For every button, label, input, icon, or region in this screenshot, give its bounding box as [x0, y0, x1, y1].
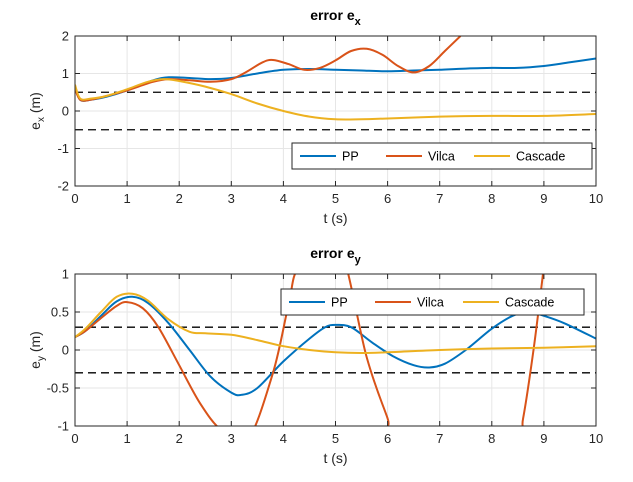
x-tick-label: 8 [488, 431, 495, 446]
x-tick-label: 3 [228, 431, 235, 446]
x-tick-label: 9 [540, 431, 547, 446]
legend: PP Vilca Cascade [280, 288, 585, 316]
chart-title-main: error e [310, 7, 355, 23]
y-tick-label: 1 [62, 66, 69, 81]
x-tick-label: 10 [589, 191, 603, 206]
chart-title-sub: x [355, 16, 362, 28]
chart-title-sub: y [355, 254, 362, 266]
y-tick-label: -2 [57, 179, 69, 194]
legend-box [280, 288, 585, 316]
x-tick-label: 5 [332, 431, 339, 446]
y-axis-label-sub: x [36, 117, 47, 122]
legend: PP Vilca Cascade [291, 142, 593, 170]
legend-label-vilca: Vilca [417, 296, 444, 310]
y-axis-label-main: e [27, 122, 43, 130]
y-tick-label: 0.5 [51, 305, 69, 320]
series-line-vilca [75, 36, 462, 102]
x-tick-label: 5 [332, 191, 339, 206]
y-tick-label: -1 [57, 419, 69, 434]
series-line-cascade [75, 292, 596, 354]
x-tick-label: 1 [123, 191, 130, 206]
series-group [75, 36, 596, 121]
legend-box [291, 142, 593, 170]
chart-title: error ex [310, 7, 361, 28]
y-tick-label: 2 [62, 29, 69, 44]
y-axis-label-unit: (m) [27, 92, 43, 117]
x-tick-label: 4 [280, 431, 287, 446]
x-tick-label: 7 [436, 431, 443, 446]
y-axis-label: ey (m) [27, 331, 47, 369]
x-tick-label: 6 [384, 191, 391, 206]
y-tick-label: 1 [62, 267, 69, 282]
legend-label-cascade: Cascade [505, 296, 554, 310]
y-axis-label: ex (m) [27, 92, 47, 130]
x-tick-label: 0 [71, 191, 78, 206]
x-tick-label: 1 [123, 431, 130, 446]
series-line-vilca [75, 274, 544, 426]
legend-label-vilca: Vilca [428, 150, 455, 164]
y-tick-label: -0.5 [47, 381, 69, 396]
x-tick-label: 3 [228, 191, 235, 206]
x-tick-label: 0 [71, 431, 78, 446]
chart-title: error ey [310, 245, 361, 266]
series-line-pp [75, 295, 596, 397]
x-axis-label: t (s) [323, 210, 347, 226]
series-group [75, 274, 596, 426]
x-tick-label: 2 [176, 431, 183, 446]
y-tick-label: 0 [62, 343, 69, 358]
x-tick-label: 2 [176, 191, 183, 206]
y-tick-label: -1 [57, 141, 69, 156]
y-axis-label-sub: y [36, 356, 47, 361]
x-axis-label: t (s) [323, 450, 347, 466]
x-tick-label: 9 [540, 191, 547, 206]
x-tick-label: 6 [384, 431, 391, 446]
x-tick-label: 8 [488, 191, 495, 206]
legend-label-pp: PP [331, 296, 348, 310]
chart-title-main: error e [310, 245, 355, 261]
legend-label-cascade: Cascade [516, 150, 565, 164]
y-axis-label-unit: (m) [27, 331, 43, 356]
x-tick-label: 10 [589, 431, 603, 446]
legend-label-pp: PP [342, 150, 359, 164]
y-axis-label-main: e [27, 361, 43, 369]
y-tick-label: 0 [62, 104, 69, 119]
x-tick-label: 7 [436, 191, 443, 206]
series-line-cascade [75, 78, 596, 121]
x-tick-label: 4 [280, 191, 287, 206]
